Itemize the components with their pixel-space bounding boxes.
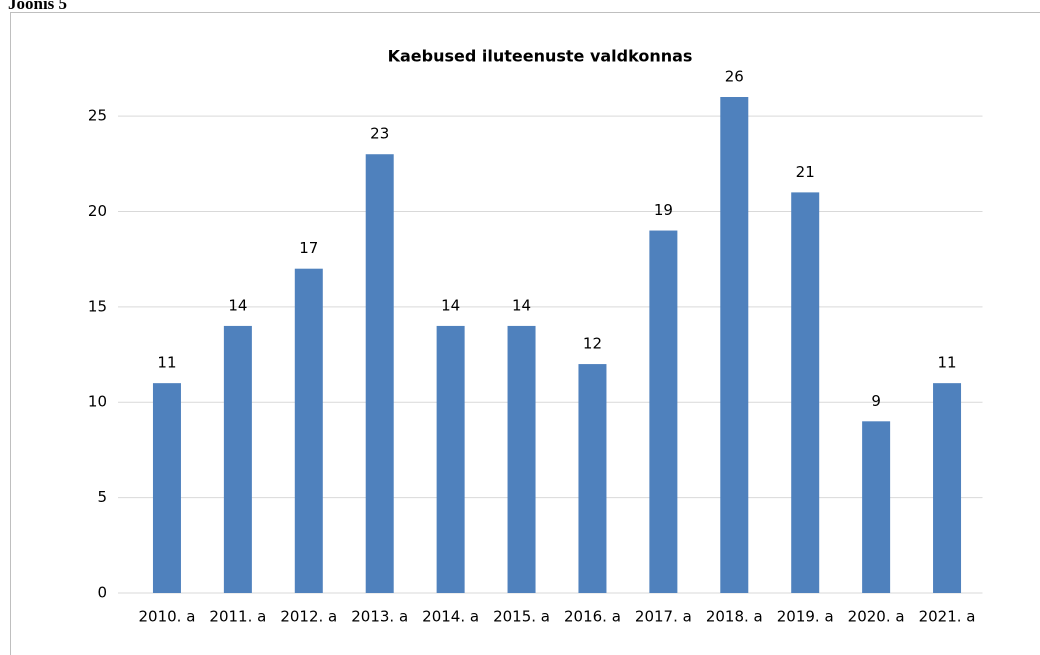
y-tick-label: 0 <box>97 584 107 602</box>
x-tick-label: 2012. a <box>280 608 337 626</box>
chart-title: Kaebused iluteenuste valdkonnas <box>388 47 693 66</box>
y-tick-label: 5 <box>97 488 107 506</box>
data-label: 12 <box>583 335 602 353</box>
data-label: 11 <box>157 354 176 372</box>
bar <box>294 268 323 593</box>
data-label: 11 <box>937 354 956 372</box>
x-tick-label: 2010. a <box>139 608 196 626</box>
caption: Joonis 5 <box>8 0 68 13</box>
y-tick-label: 15 <box>88 297 107 315</box>
x-tick-label: 2011. a <box>209 608 266 626</box>
data-label: 14 <box>441 296 460 314</box>
bar <box>223 325 252 593</box>
bar <box>791 192 820 593</box>
x-tick-label: 2017. a <box>635 608 692 626</box>
data-label: 23 <box>370 125 389 143</box>
data-label: 14 <box>512 296 531 314</box>
x-tick-label: 2019. a <box>777 608 834 626</box>
bar <box>152 383 181 593</box>
y-tick-label: 10 <box>88 393 107 411</box>
bar <box>436 325 465 593</box>
x-tick-label: 2015. a <box>493 608 550 626</box>
bar <box>862 421 891 593</box>
x-tick-label: 2018. a <box>706 608 763 626</box>
bar <box>578 364 607 593</box>
chart-border <box>10 12 1040 655</box>
y-tick-label: 25 <box>88 107 107 125</box>
bar <box>507 325 536 593</box>
bar <box>365 154 394 593</box>
data-label: 26 <box>725 68 744 86</box>
y-tick-label: 20 <box>88 202 107 220</box>
x-tick-label: 2021. a <box>919 608 976 626</box>
bar <box>933 383 962 593</box>
data-label: 14 <box>228 296 247 314</box>
x-tick-label: 2013. a <box>351 608 408 626</box>
data-label: 9 <box>871 392 881 410</box>
bar <box>649 230 678 594</box>
x-tick-label: 2014. a <box>422 608 479 626</box>
data-label: 17 <box>299 239 318 257</box>
x-tick-label: 2020. a <box>848 608 905 626</box>
x-tick-label: 2016. a <box>564 608 621 626</box>
bar <box>720 97 749 593</box>
data-label: 19 <box>654 201 673 219</box>
data-label: 21 <box>796 163 815 181</box>
